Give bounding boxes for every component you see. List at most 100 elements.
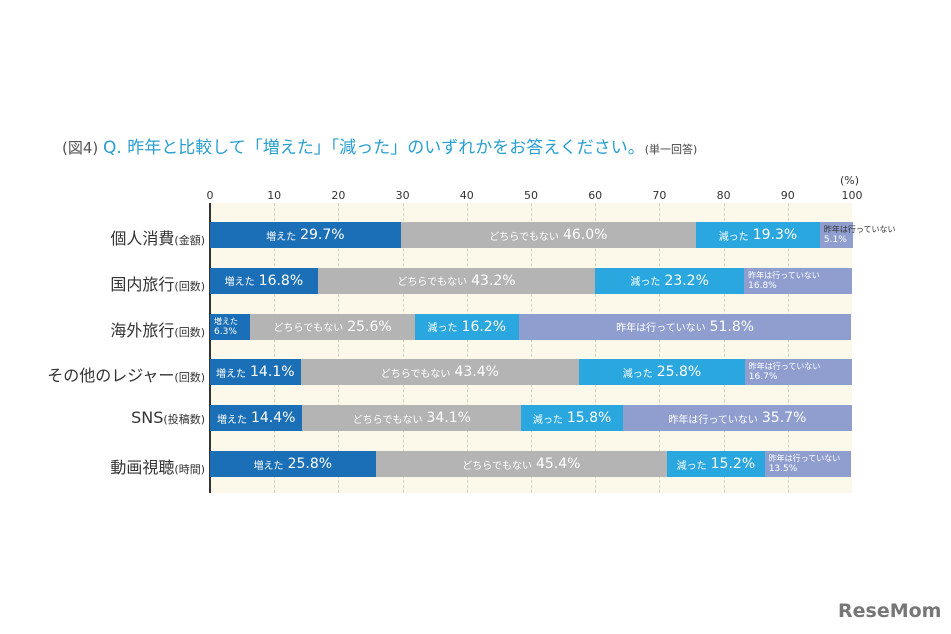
bar-segment: どちらでもない 45.4% [375,451,668,477]
bar-segment: どちらでもない 43.4% [300,359,580,386]
segment-label: どちらでもない [462,460,532,472]
category-unit: (回数) [174,371,205,385]
data-label: 14.4% [250,410,296,427]
segment-label: 増えた [216,414,247,426]
data-label: 16.2% [461,318,507,335]
data-label: 43.2% [471,272,516,289]
segment-label: 昨年は行っていない [616,323,706,335]
bar-segment: 減った 15.8% [521,405,623,432]
segment-label: 増えた [224,277,255,289]
segment-label: どちらでもない [489,231,559,243]
bar-segment: 昨年は行っていない 16.7% [744,359,852,386]
data-label: 29.7% [300,227,345,243]
segment-label: 増えた [216,368,247,380]
segment-label: どちらでもない [352,414,423,426]
category-name: 海外旅行 [110,320,175,340]
data-label: 19.3% [752,227,798,243]
data-label: 16.8% [748,280,777,291]
plot-area [210,203,852,493]
category-label: SNS(投稿数) [131,408,205,427]
segment-label: 昨年は行っていない [668,414,758,426]
category-label: 動画視聴(時間) [110,454,205,478]
bar-segment: どちらでもない 25.6% [250,313,415,340]
bar-segment: 減った 25.8% [579,359,745,386]
data-label: 34.1% [426,410,471,427]
bar-segment: どちらでもない 46.0% [400,222,696,248]
gridline [659,203,661,493]
title-note: (単一回答) [644,143,698,156]
segment-label: 減った [532,414,563,426]
data-label: 13.5% [768,464,798,474]
segment-label: どちらでもない [397,277,468,289]
segment-label: 減った [630,277,661,289]
segment-label: 増えた [266,231,297,243]
bar-segment: 昨年は行っていない 16.8% [744,267,852,294]
category-name: SNS [131,408,164,428]
x-tick-label: 0 [206,189,214,202]
gridline [402,203,404,493]
chart-title: (図4) Q. 昨年と比較して「増えた」「減った」のいずれかをお答えください。(… [62,133,697,158]
title-question: Q. 昨年と比較して「増えた」「減った」のいずれかをお答えください。 [103,138,645,158]
data-label: 25.6% [347,318,392,335]
category-label: 国内旅行(回数) [110,271,205,295]
segment-label: 昨年は行っていない [823,225,896,234]
bar-segment: 増えた 14.4% [210,405,303,432]
category-unit: (金額) [174,234,205,247]
bar-segment: 増えた 29.7% [210,222,401,248]
gridline [723,203,725,493]
segment-label: 減った [427,323,458,335]
segment-label: 減った [622,368,653,380]
segment-label: 昨年は行っていない [748,270,820,280]
category-label: その他のレジャー(回数) [47,362,205,386]
data-label: 15.2% [710,456,756,472]
category-unit: (時間) [174,463,205,476]
category-name: 国内旅行 [110,274,175,294]
data-label: 6.3% [214,326,237,337]
category-unit: (回数) [174,279,205,293]
bar-segment: 増えた 16.8% [210,267,318,294]
x-tick-label: 10 [267,189,282,202]
bar-segment: 減った 19.3% [695,222,820,248]
category-label: 海外旅行(回数) [110,317,205,341]
segment-label: 増えた [214,316,238,326]
data-label: 45.4% [535,456,581,472]
segment-label: 昨年は行っていない [748,362,821,372]
gridline [466,203,468,493]
resemom-logo: ReseMom [838,600,942,622]
bar-segment: どちらでもない 43.2% [317,267,596,294]
bar-segment: 増えた 25.8% [210,451,376,477]
gridline [595,203,597,493]
segment-label: どちらでもない [380,368,451,380]
x-tick-label: 100 [841,189,863,202]
category-name: その他のレジャー [47,366,175,386]
data-label: 25.8% [656,364,702,381]
bar-segment: 昨年は行っていない 35.7% [622,405,852,432]
data-label: 51.8% [709,318,755,335]
category-unit: (投稿数) [163,413,205,427]
data-label: 5.1% [823,235,847,245]
gridline [338,203,340,493]
data-label: 16.8% [258,272,304,289]
category-name: 個人消費 [110,229,175,248]
segment-label: 減った [676,460,707,472]
x-tick-label: 50 [524,189,538,202]
y-axis-line [209,203,211,493]
data-label: 43.4% [454,364,499,381]
segment-label: どちらでもない [273,323,344,335]
gridline [274,203,276,493]
data-label: 23.2% [664,272,709,289]
bar-segment: 減った 23.2% [595,267,745,294]
unit-label: (%) [840,174,860,187]
x-tick-label: 90 [780,189,795,202]
x-tick-label: 70 [652,189,667,202]
x-tick-label: 40 [459,189,474,202]
data-label: 46.0% [562,227,608,243]
x-tick-label: 30 [395,189,410,202]
x-tick-label: 60 [588,189,603,202]
segment-label: 昨年は行っていない [768,454,841,463]
x-tick-label: 20 [331,189,346,202]
data-label: 14.1% [250,364,295,381]
segment-label: 増えた [253,460,284,472]
bar-segment: 昨年は行っていない 51.8% [518,313,852,340]
category-label: 個人消費(金額) [110,225,205,249]
